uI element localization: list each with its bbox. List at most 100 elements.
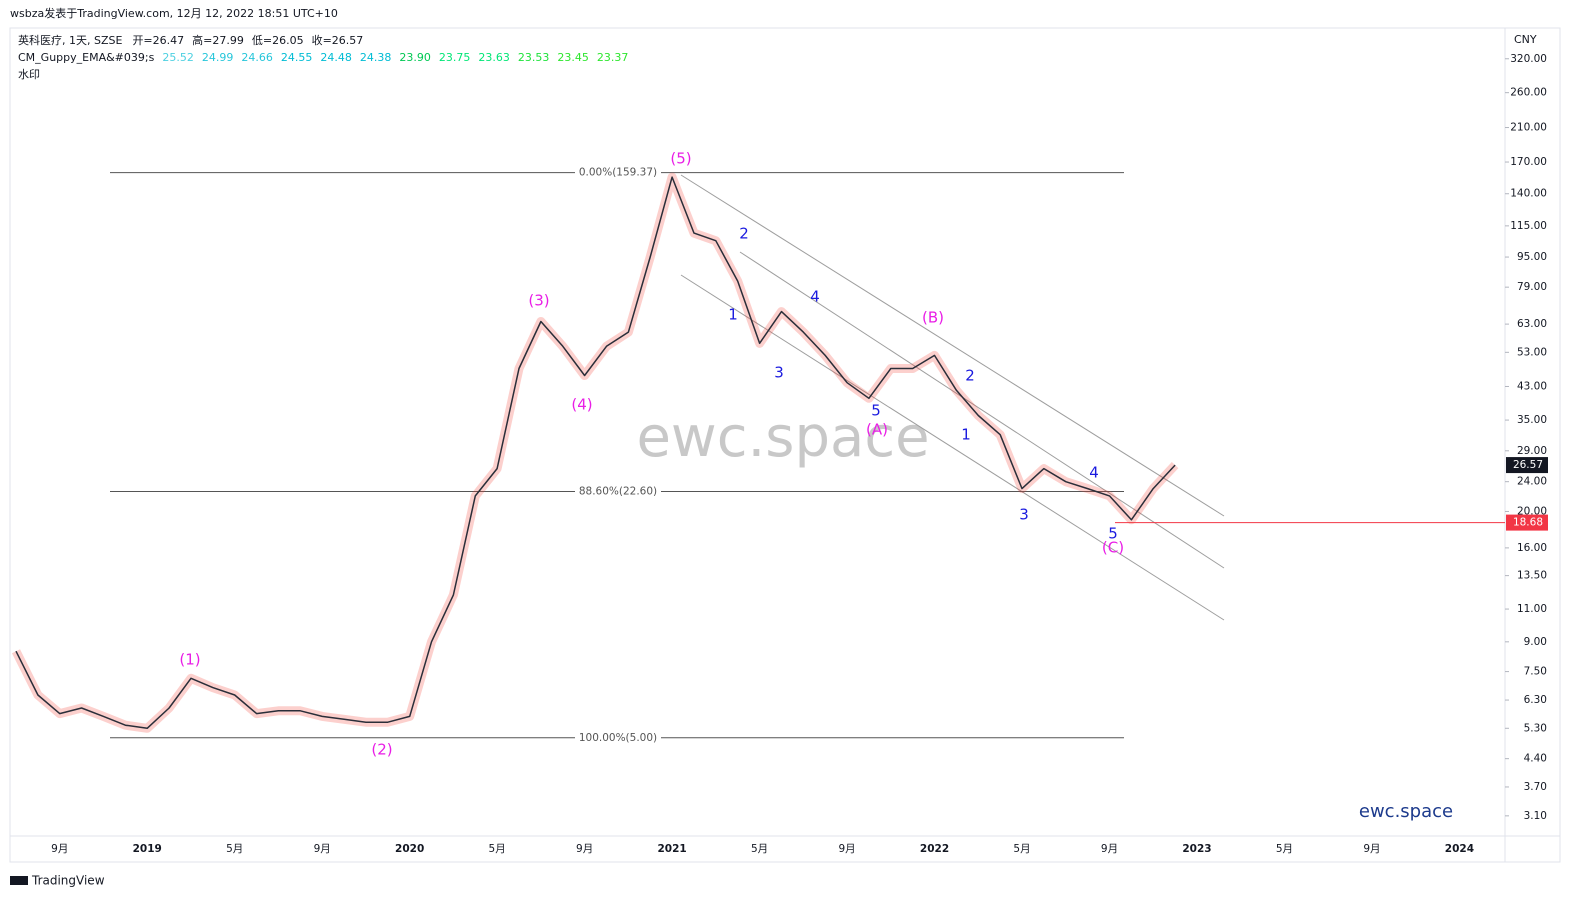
indicator-value: 23.63 <box>478 51 510 64</box>
x-tick-label: 2024 <box>1445 843 1474 855</box>
footer-brand: TradingView <box>31 874 105 888</box>
fib-label-bg <box>575 165 661 180</box>
x-tick-label: 5月 <box>1013 843 1030 855</box>
wave-label: 2 <box>965 367 975 385</box>
wave-label: 2 <box>739 225 749 243</box>
x-tick-label: 2021 <box>657 843 686 855</box>
y-tick-label: 210.00 <box>1510 122 1547 134</box>
x-tick-label: 9月 <box>51 843 68 855</box>
fib-label-bg <box>575 484 661 499</box>
wave-label: (5) <box>670 150 691 168</box>
ohlc-value: 低=26.05 <box>252 34 304 47</box>
wave-label: 3 <box>774 364 784 382</box>
indicator-value: 23.75 <box>439 51 471 64</box>
x-tick-label: 9月 <box>1363 843 1380 855</box>
ohlc-value: 开=26.47 <box>132 34 184 47</box>
indicator-value: 23.90 <box>399 51 431 64</box>
y-tick-label: 170.00 <box>1510 156 1547 168</box>
y-tick-label: 16.00 <box>1517 542 1547 554</box>
y-tick-label: 63.00 <box>1517 318 1547 330</box>
y-tick-label: 24.00 <box>1517 476 1547 488</box>
y-tick-label: 3.70 <box>1524 781 1547 793</box>
x-tick-label: 9月 <box>314 843 331 855</box>
y-tick-label: 3.10 <box>1524 810 1547 822</box>
wave-label: (2) <box>371 741 392 759</box>
indicator-value: 24.66 <box>241 51 273 64</box>
y-tick-label: 11.00 <box>1517 603 1547 615</box>
indicator-value: 24.48 <box>320 51 352 64</box>
y-tick-label: 260.00 <box>1510 87 1547 99</box>
wave-label: 4 <box>810 288 820 306</box>
y-tick-label: 35.00 <box>1517 414 1547 426</box>
y-tick-label: 6.30 <box>1524 694 1547 706</box>
y-tick-label: 43.00 <box>1517 380 1547 392</box>
frame <box>9 27 1561 863</box>
wave-label: 1 <box>961 426 971 444</box>
tv-logo <box>10 876 28 885</box>
y-tick-label: 29.00 <box>1517 445 1547 457</box>
symbol-title: 英科医疗, 1天, SZSE <box>18 33 122 47</box>
y-tick-label: 53.00 <box>1517 346 1547 358</box>
x-tick-label: 9月 <box>1101 843 1118 855</box>
y-tick-label: 79.00 <box>1517 281 1547 293</box>
currency: CNY <box>1514 33 1537 46</box>
ohlc-value: 高=27.99 <box>192 33 244 47</box>
indicator-value: 24.99 <box>202 51 234 64</box>
brand: ewc.space <box>1359 801 1453 822</box>
x-tick-label: 5月 <box>751 843 768 855</box>
indicator-value: 23.53 <box>518 51 550 64</box>
x-tick-label: 2022 <box>920 843 949 855</box>
y-tick-label: 5.30 <box>1524 722 1547 734</box>
indicator-value: 24.38 <box>360 51 392 64</box>
fib-label: 0.00%(159.37) <box>579 167 657 179</box>
price-tag <box>1506 514 1548 531</box>
price-tag-label: 26.57 <box>1513 459 1543 471</box>
price-line <box>15 176 1176 730</box>
watermark: ewc.space <box>636 405 929 470</box>
x-tick-label: 9月 <box>576 843 593 855</box>
x-tick-label: 2020 <box>395 843 424 855</box>
wave-label: 5 <box>1108 525 1118 543</box>
fib-label: 100.00%(5.00) <box>579 732 657 744</box>
wave-label: (1) <box>179 651 200 669</box>
price-tag <box>1506 457 1548 474</box>
y-tick-label: 13.50 <box>1517 570 1547 582</box>
wave-label: 4 <box>1089 464 1099 482</box>
wave-label: (B) <box>922 309 944 327</box>
wave-label: (A) <box>866 421 888 439</box>
wave-label: (4) <box>571 396 592 414</box>
attribution: wsbza发表于TradingView.com, 12月 12, 2022 18… <box>10 6 338 20</box>
y-tick-label: 4.40 <box>1524 753 1547 765</box>
fib-label-bg <box>575 730 661 745</box>
x-tick-label: 5月 <box>1276 843 1293 855</box>
y-tick-label: 95.00 <box>1517 251 1547 263</box>
x-tick-label: 2019 <box>133 843 162 855</box>
y-tick-label: 320.00 <box>1510 53 1547 65</box>
x-tick-label: 9月 <box>838 843 855 855</box>
indicator-value: 25.52 <box>162 51 194 64</box>
watermark-label: 水印 <box>18 68 40 81</box>
ohlc-value: 收=26.57 <box>312 33 364 47</box>
y-tick-label: 140.00 <box>1510 188 1547 200</box>
channel <box>680 174 1225 621</box>
wave-label: 5 <box>871 402 881 420</box>
wave-label: 1 <box>728 306 738 324</box>
wave-label: (3) <box>528 292 549 310</box>
x-tick-label: 5月 <box>489 843 506 855</box>
y-tick-label: 7.50 <box>1524 666 1547 678</box>
indicator-value: 24.55 <box>281 51 313 64</box>
wave-label: 3 <box>1019 506 1029 524</box>
x-tick-label: 2023 <box>1182 843 1211 855</box>
y-tick-label: 20.00 <box>1517 505 1547 517</box>
indicator-value: 23.45 <box>557 51 589 64</box>
y-tick-label: 115.00 <box>1510 220 1547 232</box>
y-tick-label: 9.00 <box>1524 636 1547 648</box>
x-tick-label: 5月 <box>226 843 243 855</box>
wave-label: (C) <box>1102 539 1124 557</box>
indicator-name: CM_Guppy_EMA&#039;s <box>18 51 155 64</box>
fib-label: 88.60%(22.60) <box>579 485 657 497</box>
price-tag-label: 18.68 <box>1513 517 1543 529</box>
